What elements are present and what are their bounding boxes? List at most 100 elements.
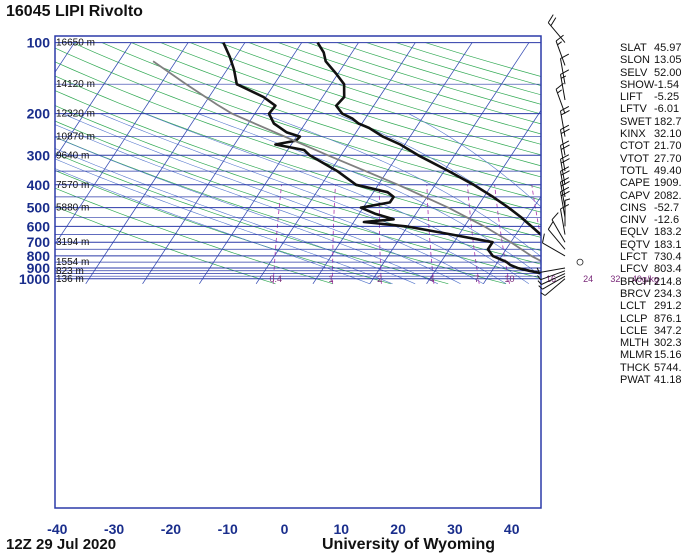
index-name: TOTL xyxy=(620,164,648,177)
height-label: 3194 m xyxy=(56,237,89,248)
index-name: LFCV xyxy=(620,263,649,276)
index-row: SELV 52.00 xyxy=(620,67,696,79)
temperature-tick-label: -40 xyxy=(47,521,67,537)
dry-adiabat xyxy=(160,42,541,167)
index-row: CINS -52.7 xyxy=(620,202,696,214)
index-row: CAPE 1909. xyxy=(620,177,696,189)
index-row: SWET 182.7 xyxy=(620,116,696,128)
wind-barb xyxy=(537,273,566,285)
mixing-ratio-label: 10 xyxy=(505,274,515,284)
height-label: 9640 m xyxy=(56,150,89,161)
moist-adiabat xyxy=(408,113,541,208)
pressure-tick-label: 200 xyxy=(27,106,51,122)
wind-barb xyxy=(555,34,566,66)
index-name: KINX xyxy=(620,128,646,141)
barb-flag xyxy=(560,144,570,150)
mixing-ratio-line xyxy=(494,184,510,284)
temperature-tick-label: -20 xyxy=(161,521,181,537)
barb-half-flag xyxy=(557,41,562,46)
isotherm xyxy=(255,42,416,285)
index-row: LFCV 803.4 xyxy=(620,263,696,275)
mixing-ratio-line xyxy=(467,184,480,284)
barb-shaft xyxy=(559,191,566,218)
dewpoint-line xyxy=(222,42,541,275)
index-value: 5744. xyxy=(654,361,682,374)
height-label: 12320 m xyxy=(56,109,95,120)
barb-shaft xyxy=(544,278,566,296)
index-row: CTOT 21.70 xyxy=(620,140,696,152)
index-value: 49.40 xyxy=(654,164,682,177)
index-name: SLON xyxy=(620,54,650,67)
isotherm xyxy=(0,43,18,284)
mixing-ratio-label: 16 xyxy=(546,274,556,284)
dry-adiabat xyxy=(55,75,541,238)
dry-adiabat xyxy=(189,42,541,156)
index-value: -1.54 xyxy=(654,78,680,91)
barb-flag xyxy=(560,170,570,176)
mixing-ratio-label: 40g/kg xyxy=(632,274,659,284)
index-value: 45.97 xyxy=(654,42,682,54)
index-row: THCK 5744. xyxy=(620,362,696,374)
temperature-tick-label: 10 xyxy=(334,521,350,537)
pressure-tick-label: 800 xyxy=(27,248,51,264)
mixing-ratio-label: 0.4 xyxy=(269,274,282,284)
mixing-ratio-label: 32 xyxy=(610,274,620,284)
isotherm xyxy=(142,42,303,285)
height-label: 136 m xyxy=(56,274,84,285)
index-value: 302.3 xyxy=(654,337,682,350)
barb-flag xyxy=(560,128,570,135)
barb-shaft xyxy=(559,74,566,101)
barb-flag xyxy=(551,212,559,221)
sounding-traces xyxy=(152,41,541,275)
height-and-mixing-labels: 16650 m 14120 m 12320 m 10870 m 9640 m 7570 m… xyxy=(56,38,659,285)
index-value: 21.70 xyxy=(654,140,682,153)
barb-flag xyxy=(547,221,554,230)
barb-shaft xyxy=(540,270,566,281)
pressure-tick-label: 300 xyxy=(27,147,51,163)
wind-barb xyxy=(559,154,570,185)
mixing-ratio-label: 1 xyxy=(329,274,334,284)
barb-shaft xyxy=(555,40,566,66)
parcel-line xyxy=(152,60,541,263)
index-name: MLMR xyxy=(620,349,653,362)
barb-flag xyxy=(555,34,564,42)
index-name: EQTV xyxy=(620,238,650,251)
index-row: LCLT 291.2 xyxy=(620,300,696,312)
barb-half-flag xyxy=(557,89,562,94)
temperature-tick-label: 30 xyxy=(447,521,463,537)
isotherm xyxy=(199,42,359,285)
barb-shaft xyxy=(551,219,566,243)
barb-shaft xyxy=(559,171,566,197)
dry-adiabat xyxy=(55,187,334,285)
calm-wind-circle xyxy=(576,258,584,266)
mixing-ratio-label: 7 xyxy=(474,274,479,284)
index-name: LCLP xyxy=(620,312,648,325)
temperature-line xyxy=(316,41,541,237)
dry-adiabat xyxy=(55,61,541,225)
index-value: -52.7 xyxy=(654,201,680,214)
temperature-tick-label: -30 xyxy=(104,521,124,537)
wind-barb xyxy=(540,278,566,296)
barb-shaft xyxy=(559,159,566,185)
dry-adiabat xyxy=(101,42,541,189)
temperature-tick-label: 0 xyxy=(281,521,289,537)
height-label: 10870 m xyxy=(56,132,95,143)
index-row: LCLP 876.1 xyxy=(620,313,696,325)
isotherm xyxy=(369,42,530,285)
stability-indices: SLAT 45.97 SLON 13.05 SELV 52.00 SHOW -1.54 LIFT… xyxy=(620,42,696,386)
barb-half-flag xyxy=(537,275,541,280)
index-name: LFCT xyxy=(620,251,648,264)
observation-time: 12Z 29 Jul 2020 xyxy=(6,536,117,553)
index-name: MLTH xyxy=(620,337,650,350)
barb-shaft xyxy=(555,89,566,114)
barb-flag xyxy=(560,154,570,160)
index-value: 41.18 xyxy=(654,374,682,387)
index-value: 2082. xyxy=(654,189,682,202)
mixing-ratio-line xyxy=(332,184,336,284)
index-name: BRCH xyxy=(620,275,652,288)
wind-barb xyxy=(541,233,566,257)
index-value: 347.2 xyxy=(654,324,682,337)
barb-flag xyxy=(550,17,557,26)
index-value: 182.7 xyxy=(654,115,682,128)
